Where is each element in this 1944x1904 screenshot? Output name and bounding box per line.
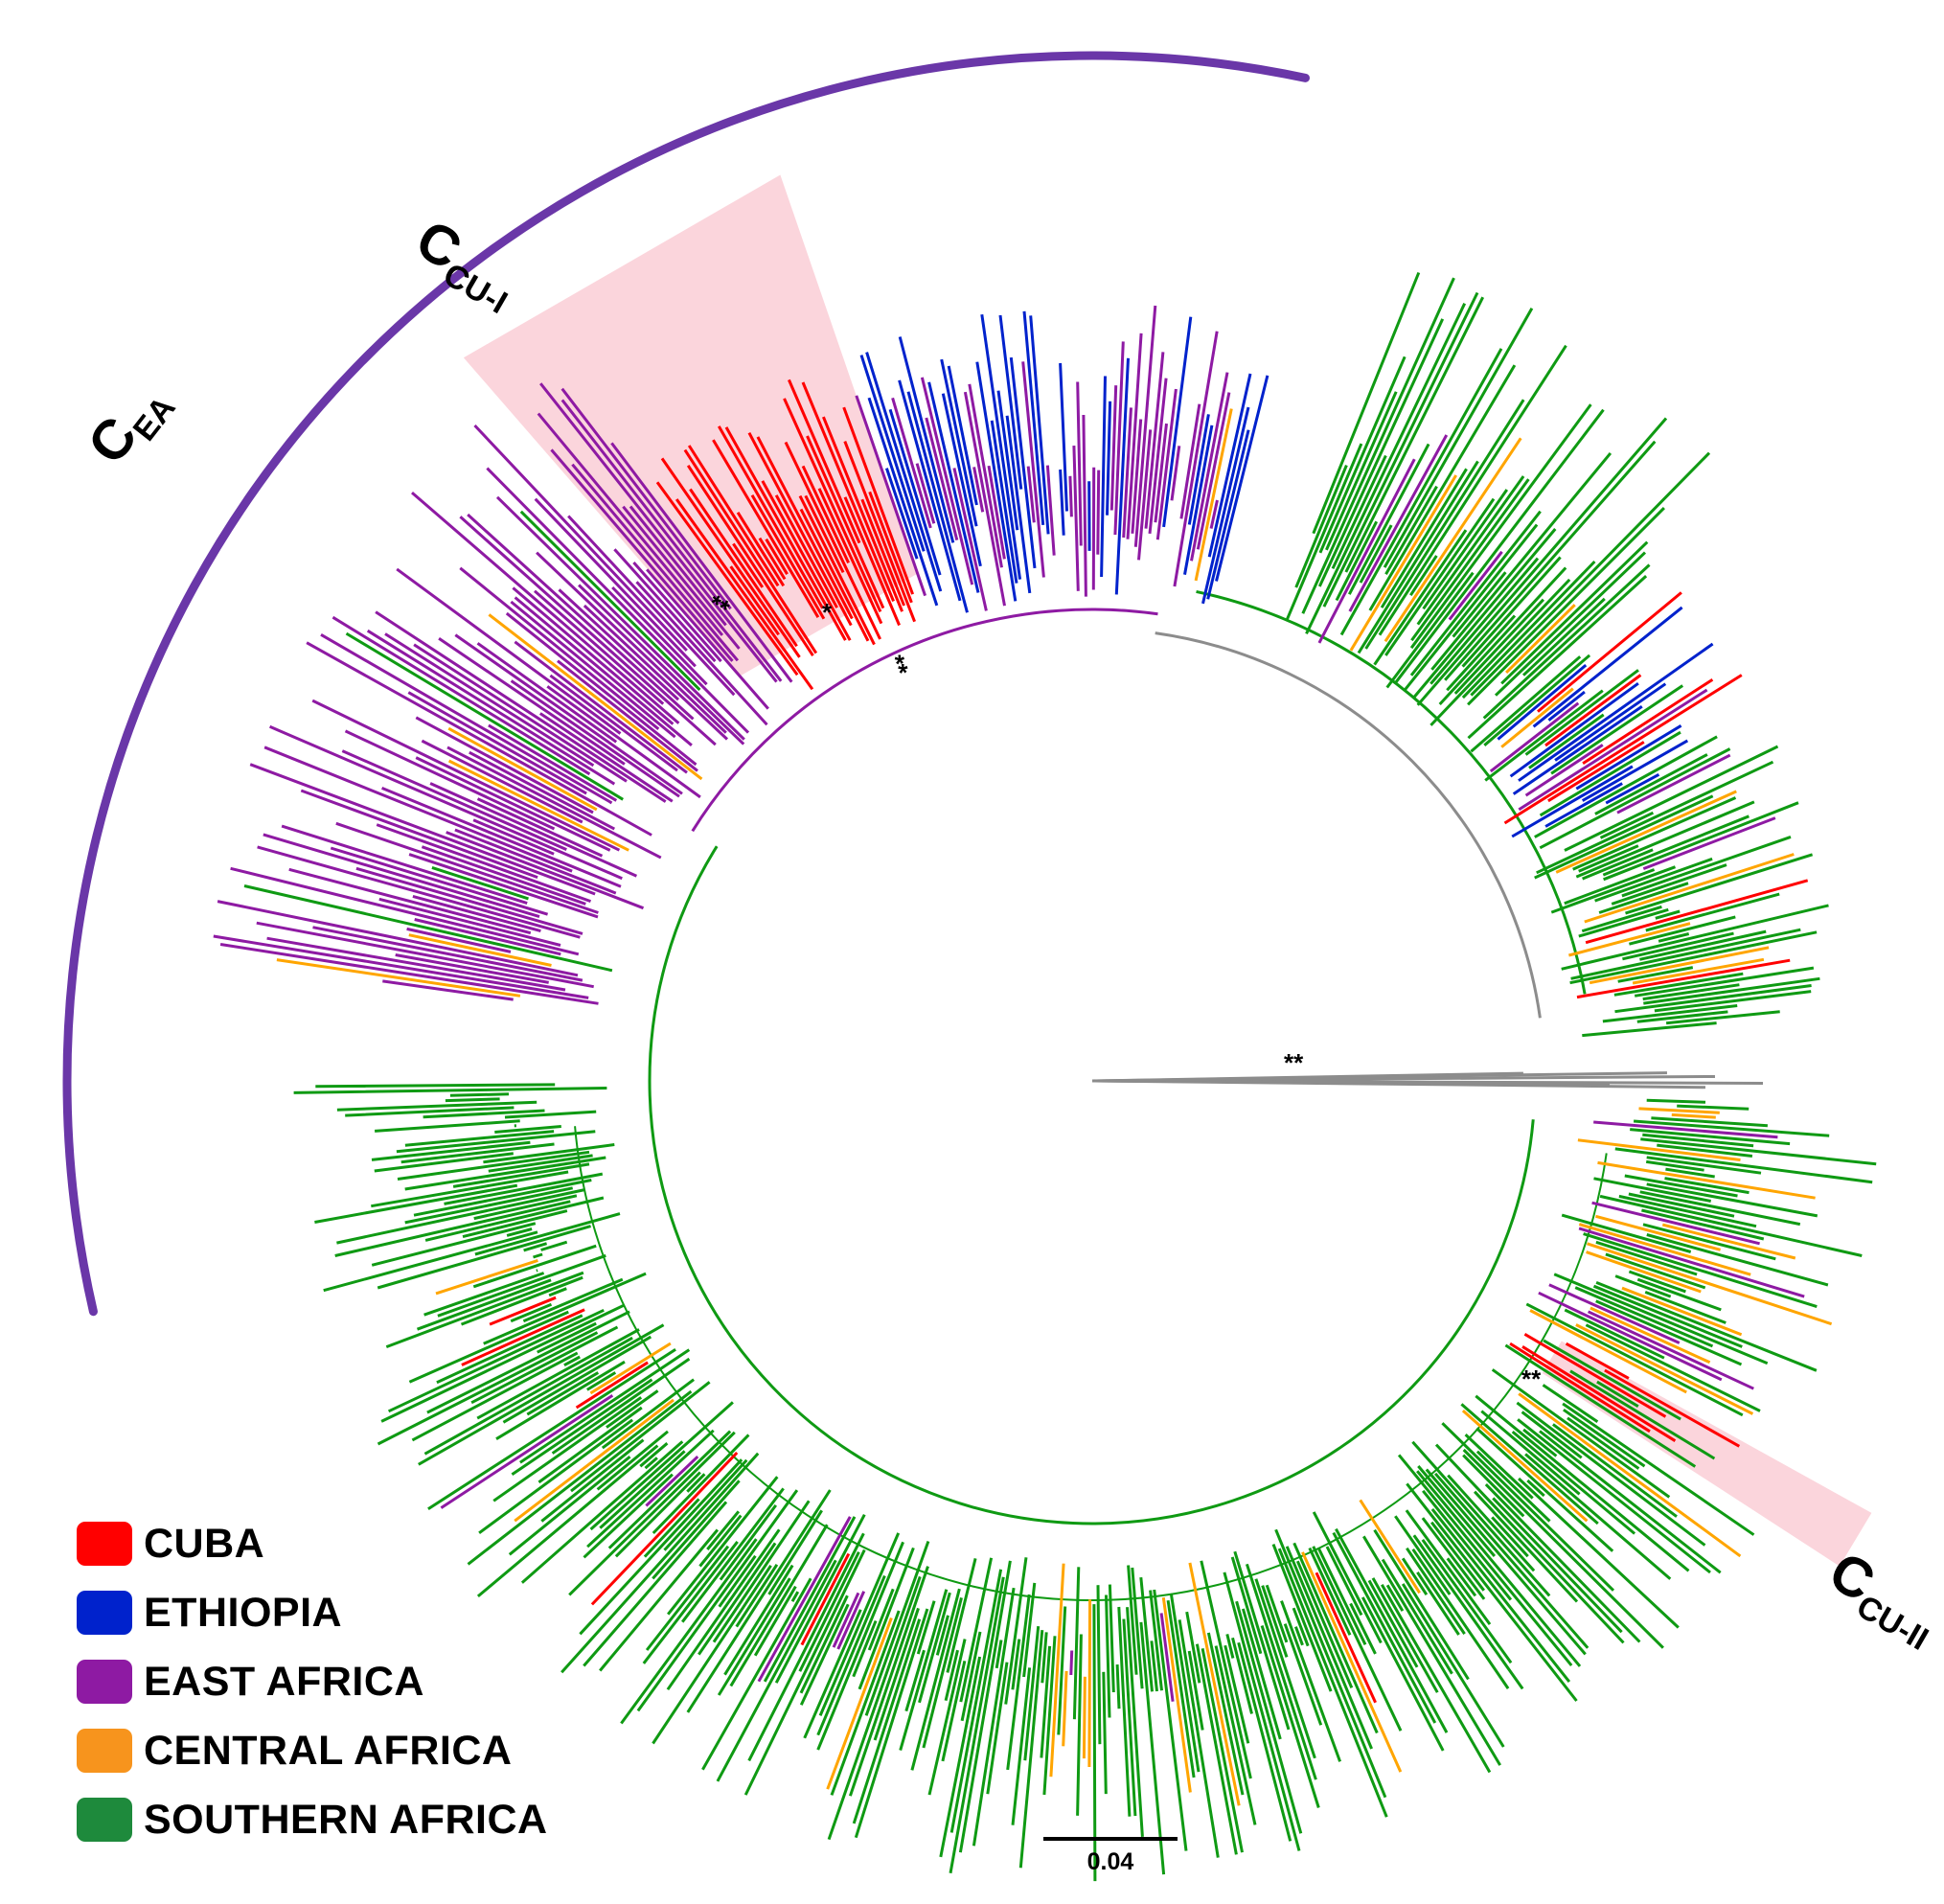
branch-group bbox=[243, 271, 1877, 1882]
legend-item-southern-africa: SOUTHERN AFRICA bbox=[77, 1785, 548, 1854]
backbone-arc bbox=[648, 845, 719, 1082]
branch-group bbox=[276, 408, 1833, 1806]
scale-bar-line bbox=[1043, 1837, 1178, 1841]
support-marker: ** bbox=[1521, 1365, 1542, 1393]
c-cu-i-highlight bbox=[463, 174, 918, 677]
tree-backbone bbox=[574, 589, 1764, 1601]
backbone-arc bbox=[691, 608, 1158, 833]
c-ea-label: CEA bbox=[76, 370, 183, 480]
branch-group bbox=[461, 379, 1809, 1704]
backbone-arc bbox=[1196, 589, 1587, 995]
outgroup-branch bbox=[1091, 1071, 1523, 1083]
scale-bar: 0.04 bbox=[1043, 1837, 1178, 1876]
legend-label: CENTRAL AFRICA bbox=[144, 1727, 513, 1774]
legend-item-cuba: CUBA bbox=[77, 1509, 548, 1578]
legend-item-central-africa: CENTRAL AFRICA bbox=[77, 1716, 548, 1785]
c-ea-bracket-arc bbox=[62, 51, 1310, 1317]
legend-label: CUBA bbox=[144, 1520, 265, 1567]
support-marker: * bbox=[822, 598, 833, 627]
scale-bar-label: 0.04 bbox=[1086, 1848, 1134, 1875]
branch-group bbox=[213, 305, 1805, 1702]
legend-swatch bbox=[77, 1522, 132, 1566]
legend-swatch bbox=[77, 1591, 132, 1635]
backbone-arc bbox=[1155, 631, 1542, 1019]
legend-item-east-africa: EAST AFRICA bbox=[77, 1647, 548, 1716]
outgroup-branch bbox=[1091, 1079, 1610, 1087]
backbone-arc bbox=[648, 1080, 1535, 1525]
legend-swatch bbox=[77, 1798, 132, 1842]
branch-group bbox=[859, 310, 1714, 838]
legend-label: SOUTHERN AFRICA bbox=[144, 1796, 548, 1843]
support-marker: ** bbox=[1284, 1048, 1304, 1077]
legend-label: ETHIOPIA bbox=[144, 1589, 343, 1636]
legend-label: EAST AFRICA bbox=[144, 1658, 424, 1705]
legend-item-ethiopia: ETHIOPIA bbox=[77, 1578, 548, 1647]
tree-branches bbox=[213, 271, 1877, 1882]
color-legend: CUBA ETHIOPIA EAST AFRICA CENTRAL AFRICA… bbox=[77, 1509, 548, 1854]
legend-swatch bbox=[77, 1729, 132, 1773]
legend-swatch bbox=[77, 1660, 132, 1704]
